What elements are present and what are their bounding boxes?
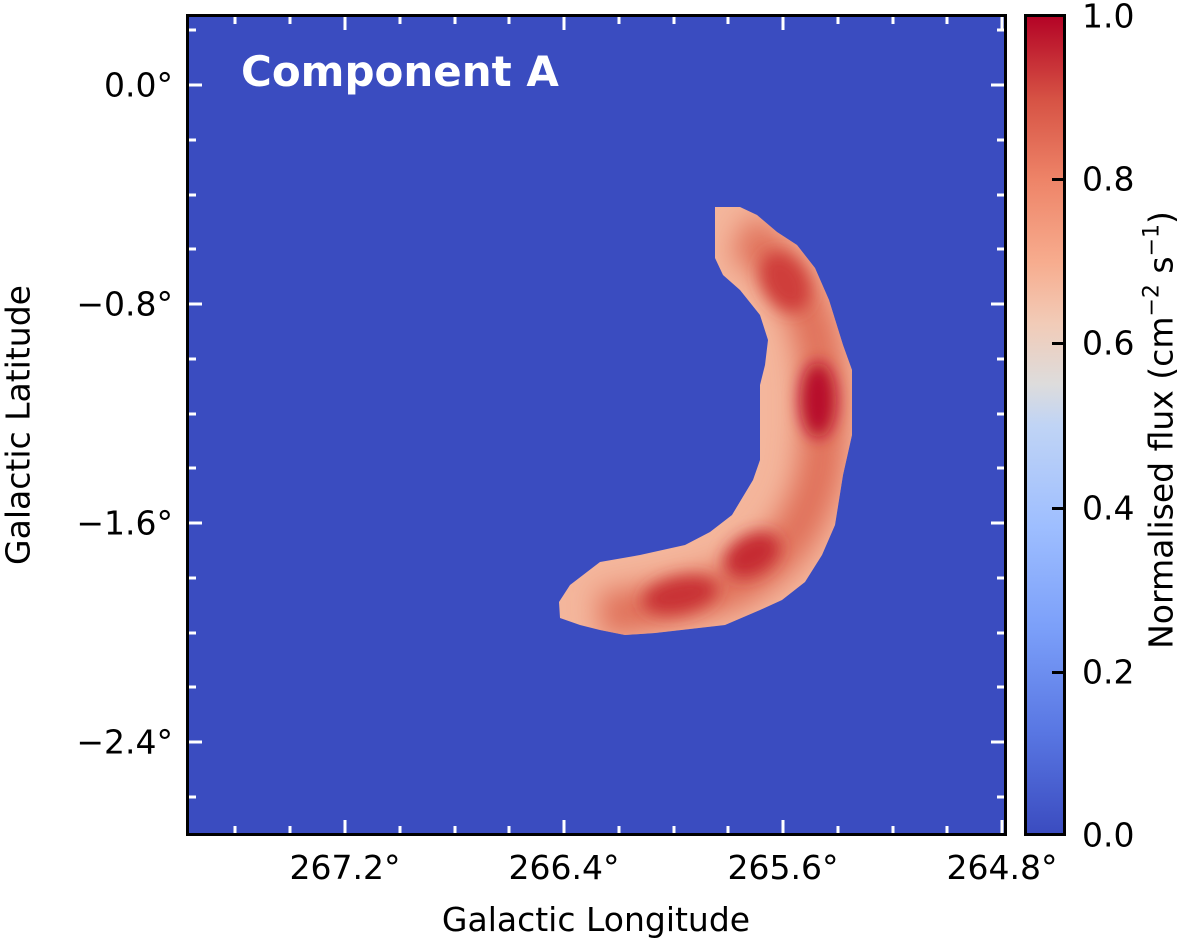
arc-emission (559, 207, 852, 635)
colorbar (1024, 14, 1066, 836)
colorbar-label: Normalised flux (cm−2 s−1) (1139, 211, 1181, 649)
colorbar-tick-label: 0.4 (1082, 488, 1135, 528)
colorbar-tick-label: 0.6 (1082, 323, 1135, 363)
colorbar-tick-label: 0.0 (1082, 815, 1135, 855)
tick-marks (189, 17, 1004, 833)
colorbar-tick (1052, 507, 1066, 510)
colorbar-tick (1052, 671, 1066, 674)
y-tick-label: −2.4° (76, 722, 173, 762)
colorbar-tick-label: 1.0 (1082, 0, 1135, 36)
x-tick-label: 266.4° (508, 848, 620, 887)
colorbar-tick-label: 0.2 (1082, 652, 1135, 692)
panel-title: Component A (241, 47, 559, 96)
colorbar-tick (1052, 178, 1066, 181)
x-tick-label: 267.2° (289, 848, 401, 887)
y-tick-label: −0.8° (76, 284, 173, 324)
plot-area: Component A (186, 14, 1007, 836)
y-tick-label: 0.0° (104, 65, 173, 105)
x-axis-label: Galactic Longitude (441, 900, 751, 939)
emission-map (189, 17, 1004, 833)
y-axis-label: Galactic Latitude (0, 285, 38, 565)
colorbar-tick (1052, 342, 1066, 345)
y-tick-label: −1.6° (76, 503, 173, 543)
x-tick-label: 265.6° (727, 848, 839, 887)
x-tick-label: 264.8° (946, 848, 1058, 887)
colorbar-tick-label: 0.8 (1082, 159, 1135, 199)
